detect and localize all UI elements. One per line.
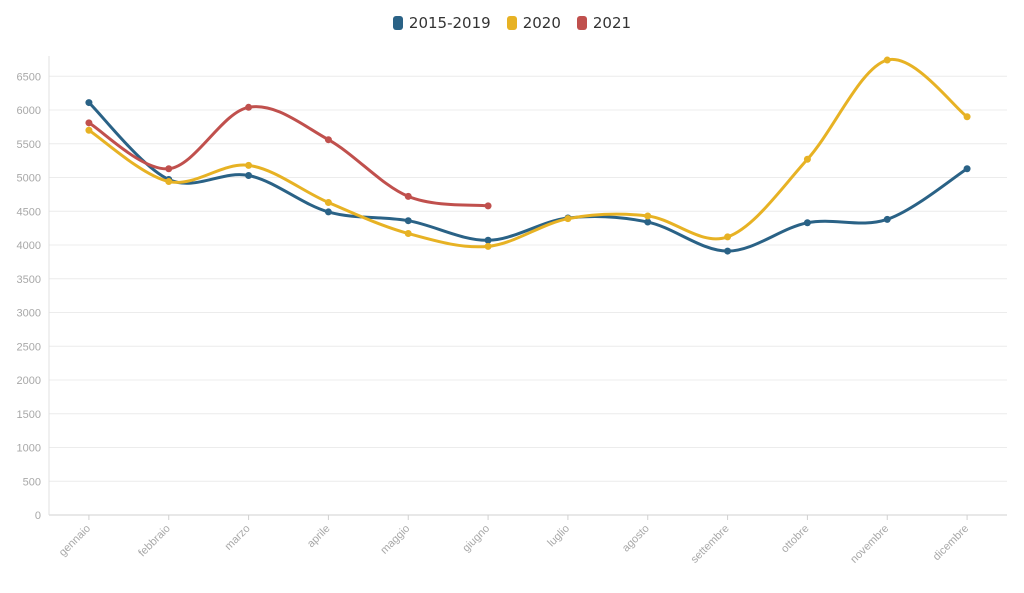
x-tick-label: aprile — [305, 523, 333, 551]
y-tick-label: 4000 — [17, 240, 41, 252]
y-tick-label: 1000 — [17, 443, 41, 455]
data-point — [324, 136, 332, 144]
data-point — [803, 155, 811, 163]
data-point — [245, 103, 253, 111]
y-tick-label: 2500 — [17, 341, 41, 353]
data-point — [85, 119, 93, 127]
y-tick-label: 1500 — [17, 409, 41, 421]
data-point — [165, 178, 173, 186]
y-tick-label: 5000 — [17, 173, 41, 185]
x-tick-label: marzo — [223, 523, 253, 553]
data-point — [883, 56, 891, 64]
data-point — [404, 192, 412, 200]
x-tick-label: luglio — [545, 523, 572, 550]
legend-item[interactable]: 2021 — [576, 14, 632, 32]
x-tick-label: maggio — [378, 523, 412, 557]
series-line — [87, 58, 969, 249]
series-group — [85, 99, 971, 255]
data-point — [404, 217, 412, 225]
data-point — [484, 202, 492, 210]
x-tick-label: agosto — [620, 523, 652, 555]
data-point — [644, 218, 652, 226]
legend-label: 2021 — [592, 14, 632, 32]
x-tick-label: settembre — [689, 523, 732, 566]
y-tick-label: 0 — [35, 510, 41, 522]
y-tick-label: 3000 — [17, 308, 41, 320]
legend-item[interactable]: 2015-2019 — [392, 14, 491, 32]
x-tick-label: giugno — [460, 523, 492, 555]
x-tick-label: ottobre — [779, 523, 812, 556]
y-tick-label: 3500 — [17, 274, 41, 286]
data-point — [963, 165, 971, 173]
legend-swatch — [506, 16, 517, 30]
y-tick-label: 4500 — [17, 206, 41, 218]
x-tick-label: febbraio — [136, 523, 173, 560]
y-tick-label: 500 — [23, 476, 41, 488]
data-point — [245, 161, 253, 169]
legend-item[interactable]: 2020 — [506, 14, 561, 32]
data-point — [803, 219, 811, 227]
x-tick-label: gennaio — [57, 523, 93, 559]
legend-label: 2015-2019 — [408, 14, 491, 32]
y-tick-label: 6000 — [17, 105, 41, 117]
data-point — [724, 233, 732, 241]
data-point — [245, 171, 253, 179]
data-point — [564, 215, 572, 223]
y-tick-label: 2000 — [17, 375, 41, 387]
data-point — [724, 247, 732, 255]
legend-label: 2020 — [522, 14, 561, 32]
series-group — [85, 103, 492, 210]
data-point — [963, 113, 971, 121]
x-tick-label: dicembre — [931, 523, 971, 563]
data-point — [85, 99, 93, 107]
data-point — [883, 215, 891, 223]
data-point — [484, 242, 492, 250]
y-tick-label: 5500 — [17, 139, 41, 151]
legend-swatch — [576, 16, 587, 30]
series-line — [87, 105, 490, 208]
data-point — [644, 212, 652, 220]
series-group — [85, 56, 971, 250]
series-line — [87, 101, 969, 253]
gridlines — [49, 75, 1007, 516]
legend-swatch — [392, 16, 403, 30]
data-point — [324, 198, 332, 206]
x-tick-label: novembre — [848, 523, 891, 566]
data-point — [484, 236, 492, 244]
legend: 2015-2019 2020 2021 — [0, 14, 1024, 32]
data-point — [404, 230, 412, 238]
data-point — [85, 126, 93, 134]
data-point — [165, 165, 173, 173]
data-point — [324, 208, 332, 216]
y-tick-label: 6500 — [17, 71, 41, 83]
